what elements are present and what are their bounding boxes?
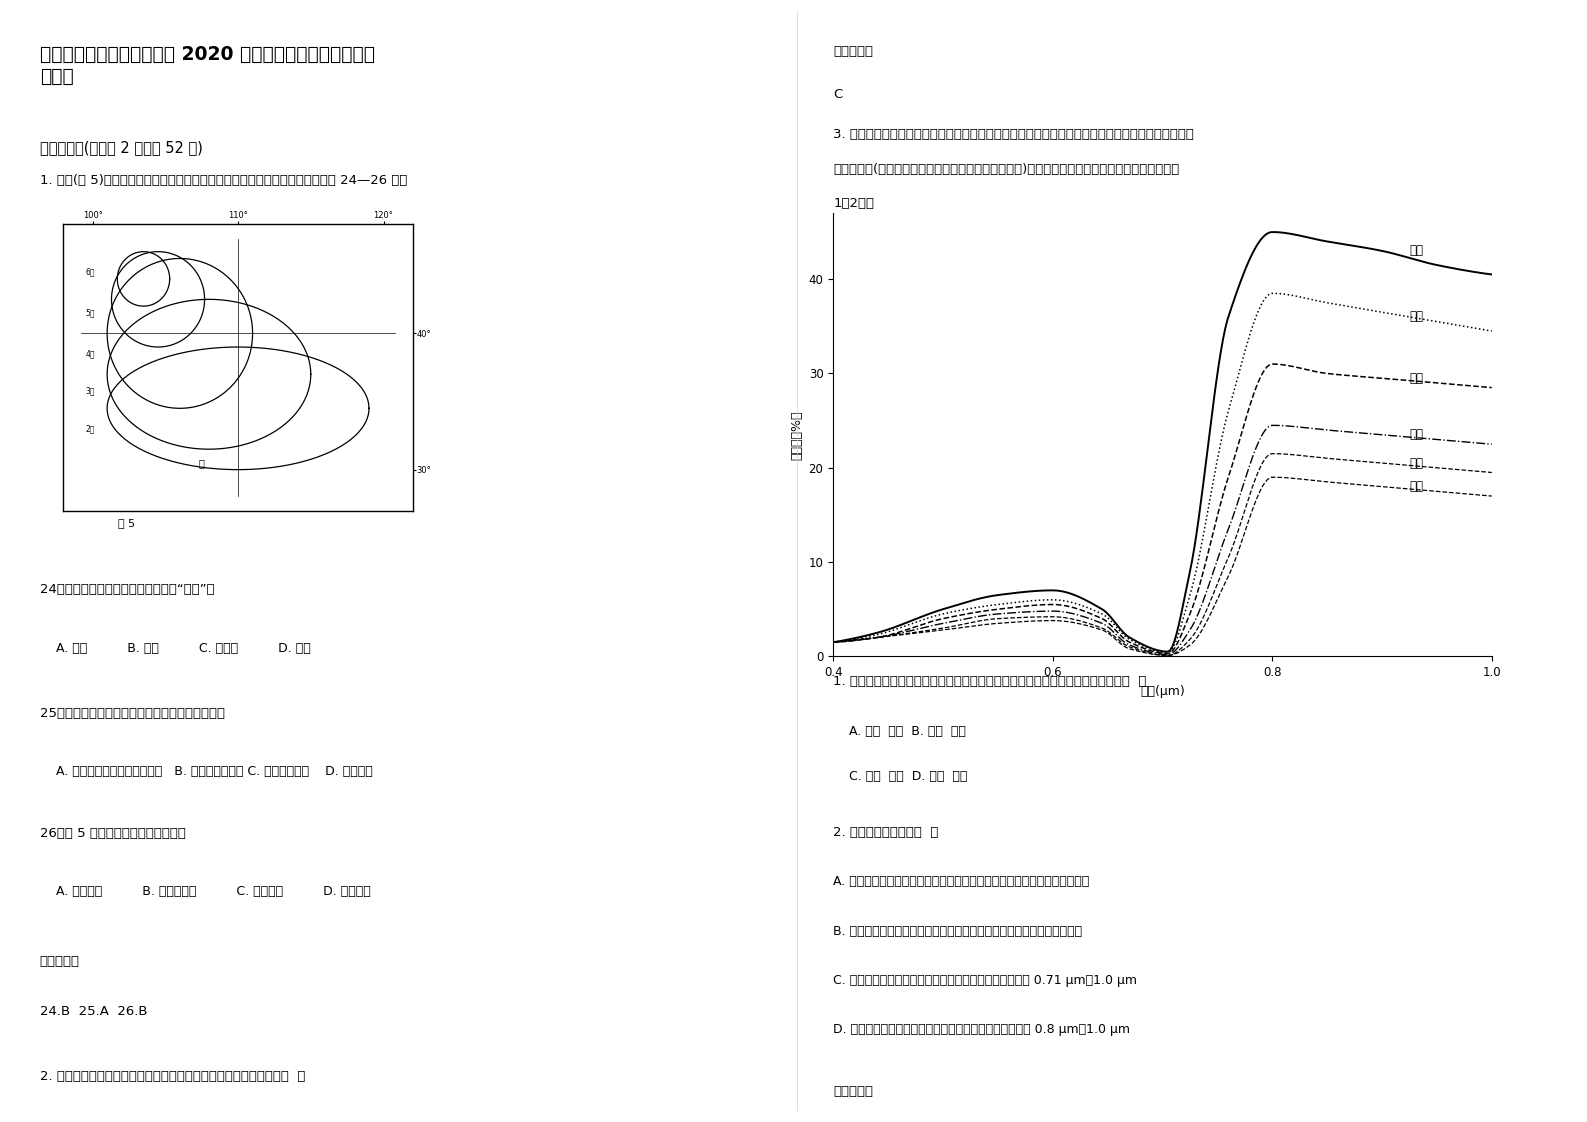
Text: 1～2题。: 1～2题。 xyxy=(833,197,874,211)
Text: C. 区分小麦正处于的生长阶段效果较好的波长选择组合是 0.71 μm～1.0 μm: C. 区分小麦正处于的生长阶段效果较好的波长选择组合是 0.71 μm～1.0 … xyxy=(833,974,1138,987)
Text: 2. 下列说法正确的是（  ）: 2. 下列说法正确的是（ ） xyxy=(833,826,938,839)
Text: 一、选择题(每小题 2 分，共 52 分): 一、选择题(每小题 2 分，共 52 分) xyxy=(40,140,203,155)
Text: A. 返青  下种  B. 出苗  成熟: A. 返青 下种 B. 出苗 成熟 xyxy=(833,725,966,738)
Text: 2次: 2次 xyxy=(86,424,95,433)
Text: C: C xyxy=(833,88,843,101)
Text: 图 5: 图 5 xyxy=(119,518,135,528)
Text: 3次: 3次 xyxy=(86,386,95,395)
Text: A. 从下种到成熟的六个不同阶段，扬花阶段的波长短与反射率高低呈负相关: A. 从下种到成熟的六个不同阶段，扬花阶段的波长短与反射率高低呈负相关 xyxy=(833,875,1089,889)
Text: 参考答案：: 参考答案： xyxy=(833,1085,873,1098)
Text: 成熟: 成熟 xyxy=(1409,371,1424,385)
Text: 24.B  25.A  26.B: 24.B 25.A 26.B xyxy=(40,1005,148,1019)
Text: A. 台风          B. 寒潮          C. 沙尘暴          D. 干旱: A. 台风 B. 寒潮 C. 沙尘暴 D. 干旱 xyxy=(40,642,311,655)
Text: B. 从下种到成熟的六个不同阶段，不同波段最大与最小反射率差一直增大: B. 从下种到成熟的六个不同阶段，不同波段最大与最小反射率差一直增大 xyxy=(833,925,1082,938)
Text: 参考答案：: 参考答案： xyxy=(833,45,873,58)
Text: 同生长阶段(从下种、出苗、返青、扬花、结果到成熟)的不同波段反射波谱特性曲线图。读图回答: 同生长阶段(从下种、出苗、返青、扬花、结果到成熟)的不同波段反射波谱特性曲线图。… xyxy=(833,163,1179,176)
Text: 25、甲地受该种气象灾害的影响很小，主要原因是: 25、甲地受该种气象灾害的影响很小，主要原因是 xyxy=(40,707,225,720)
Text: 1. 从下种到成熟的六个不同阶段中，不同波段反射率相同最多的两个生长阶段是（  ）: 1. 从下种到成熟的六个不同阶段中，不同波段反射率相同最多的两个生长阶段是（ ） xyxy=(833,675,1146,689)
Text: A. 夏秋季节          B. 深秋和初春          C. 隆冬季节          D. 春节前后: A. 夏秋季节 B. 深秋和初春 C. 隆冬季节 D. 春节前后 xyxy=(40,885,370,899)
Text: C. 扬花  结果  D. 下种  出苗: C. 扬花 结果 D. 下种 出苗 xyxy=(833,770,968,783)
Text: 结果: 结果 xyxy=(1409,311,1424,323)
Text: 4次: 4次 xyxy=(86,349,95,358)
Text: 2. 下列地区中，依靠冰雪融水和地下水发展成为我国著名灌溉农业（  ）: 2. 下列地区中，依靠冰雪融水和地下水发展成为我国著名灌溉农业（ ） xyxy=(40,1070,305,1084)
Text: 甲: 甲 xyxy=(198,458,205,468)
Text: 1. 下图(图 5)为我国局部地区某种气象灾害平均每年出现的次数等值线图。完成 24—26 题。: 1. 下图(图 5)为我国局部地区某种气象灾害平均每年出现的次数等值线图。完成 … xyxy=(40,174,406,187)
X-axis label: 波长(μm): 波长(μm) xyxy=(1139,684,1185,698)
Text: 出苗: 出苗 xyxy=(1409,429,1424,441)
Y-axis label: 反射率（%）: 反射率（%） xyxy=(790,410,803,460)
Text: 5次: 5次 xyxy=(86,309,95,318)
Text: 广东省云浮市普宁兴文中学 2020 年高二地理下学期期末试题
含解析: 广东省云浮市普宁兴文中学 2020 年高二地理下学期期末试题 含解析 xyxy=(40,45,375,86)
Text: 3. 遥感技术在判断农业生产状况中的作用越来越大。下图为用遥感技术测定的我国华北地区小麦在不: 3. 遥感技术在判断农业生产状况中的作用越来越大。下图为用遥感技术测定的我国华北… xyxy=(833,128,1193,141)
Text: A. 地形为盆地，且有山地阻挡   B. 受盛行风影响小 C. 距离海洋较远    D. 纬度较低: A. 地形为盆地，且有山地阻挡 B. 受盛行风影响小 C. 距离海洋较远 D. … xyxy=(40,765,373,779)
Text: 24、这种气象灾害有可能同时具备的“身份”是: 24、这种气象灾害有可能同时具备的“身份”是 xyxy=(40,583,214,597)
Text: 参考答案：: 参考答案： xyxy=(40,955,79,968)
Text: 扬花: 扬花 xyxy=(1409,245,1424,257)
Text: D. 区分小麦正处于的生长阶段效果较好的波长选择组合是 0.8 μm～1.0 μm: D. 区分小麦正处于的生长阶段效果较好的波长选择组合是 0.8 μm～1.0 μ… xyxy=(833,1023,1130,1037)
Text: 下种: 下种 xyxy=(1409,457,1424,470)
Text: 26、图 5 中所示的灾害多发的季节是: 26、图 5 中所示的灾害多发的季节是 xyxy=(40,827,186,840)
Text: 6次: 6次 xyxy=(86,267,95,277)
Text: 返青: 返青 xyxy=(1409,480,1424,494)
